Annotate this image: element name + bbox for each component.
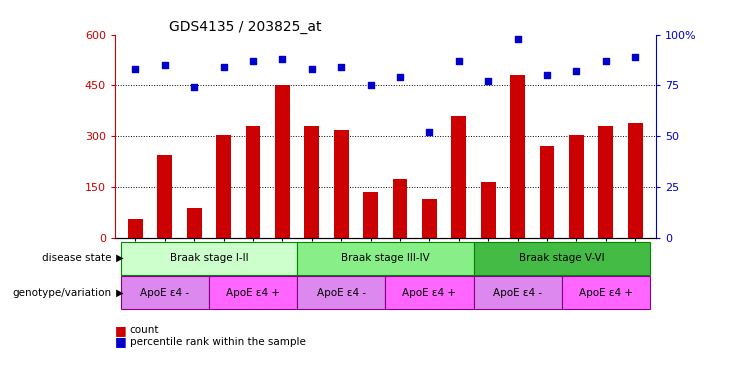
Text: ▶: ▶ [113, 253, 123, 263]
Text: ApoE ε4 -: ApoE ε4 - [316, 288, 366, 298]
Bar [363, 192, 378, 238]
Bar [275, 86, 290, 238]
Point [276, 56, 288, 62]
Text: disease state: disease state [41, 253, 111, 263]
Text: Braak stage I-II: Braak stage I-II [170, 253, 248, 263]
Point [218, 64, 230, 70]
Point [629, 54, 641, 60]
Bar [599, 126, 613, 238]
Bar [569, 135, 584, 238]
Bar [562, 276, 650, 309]
Bar [209, 276, 297, 309]
Text: percentile rank within the sample: percentile rank within the sample [130, 337, 305, 347]
Bar [539, 147, 554, 238]
Text: ■: ■ [115, 335, 127, 348]
Point [365, 83, 376, 89]
Bar [334, 129, 348, 238]
Point [188, 84, 200, 91]
Bar [121, 242, 297, 275]
Text: ApoE ε4 -: ApoE ε4 - [493, 288, 542, 298]
Text: genotype/variation: genotype/variation [12, 288, 111, 298]
Bar [187, 207, 202, 238]
Point [453, 58, 465, 64]
Text: Braak stage V-VI: Braak stage V-VI [519, 253, 605, 263]
Point [541, 72, 553, 78]
Bar [481, 182, 496, 238]
Text: ApoE ε4 +: ApoE ε4 + [402, 288, 456, 298]
Bar [297, 276, 385, 309]
Point [335, 64, 347, 70]
Bar [473, 276, 562, 309]
Text: Braak stage III-IV: Braak stage III-IV [341, 253, 430, 263]
Bar [297, 242, 473, 275]
Point [159, 62, 170, 68]
Point [600, 58, 612, 64]
Point [424, 129, 436, 135]
Point [394, 74, 406, 80]
Bar [158, 155, 172, 238]
Text: ApoE ε4 -: ApoE ε4 - [140, 288, 190, 298]
Bar [121, 276, 209, 309]
Bar [511, 75, 525, 238]
Bar [128, 219, 143, 238]
Point [482, 78, 494, 84]
Bar [385, 276, 473, 309]
Text: GDS4135 / 203825_at: GDS4135 / 203825_at [169, 20, 322, 33]
Bar [451, 116, 466, 238]
Bar [216, 135, 231, 238]
Bar [393, 179, 408, 238]
Point [512, 36, 524, 42]
Point [247, 58, 259, 64]
Bar [473, 242, 650, 275]
Bar [305, 126, 319, 238]
Point [130, 66, 142, 72]
Bar [422, 199, 436, 238]
Point [306, 66, 318, 72]
Text: count: count [130, 325, 159, 335]
Text: ApoE ε4 +: ApoE ε4 + [579, 288, 633, 298]
Point [571, 68, 582, 74]
Bar [246, 126, 260, 238]
Text: ▶: ▶ [113, 288, 123, 298]
Text: ApoE ε4 +: ApoE ε4 + [226, 288, 280, 298]
Text: ■: ■ [115, 324, 127, 337]
Bar [628, 123, 642, 238]
